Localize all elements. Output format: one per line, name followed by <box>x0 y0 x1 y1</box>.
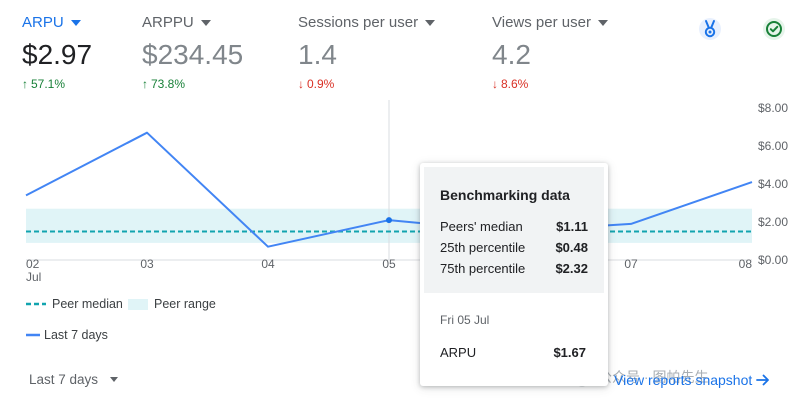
legend-last-7-days: Last 7 days <box>26 328 108 342</box>
date-range-label: Last 7 days <box>29 372 99 387</box>
benchmark-badge-icon[interactable] <box>698 17 722 41</box>
tooltip-row-value: $2.32 <box>555 261 588 276</box>
dashed-line-icon <box>26 302 46 306</box>
y-tick-label: $2.00 <box>758 215 788 229</box>
metric-arppu-change: ↑ 73.8% <box>142 77 243 91</box>
solid-line-icon <box>26 333 40 337</box>
benchmark-section: Benchmarking data Peers' median $1.11 25… <box>424 167 604 293</box>
chevron-down-icon <box>70 19 81 26</box>
metric-arppu-selector[interactable]: ARPPU <box>142 12 243 32</box>
x-tick-label: 04 <box>261 257 275 271</box>
metric-arpu[interactable]: ARPU $2.97 ↑ 57.1% <box>22 12 93 92</box>
chevron-down-icon <box>425 19 436 26</box>
tooltip-row: 25th percentile $0.48 <box>440 237 588 258</box>
tooltip-metric-row: ARPU $1.67 <box>440 345 586 360</box>
y-tick-label: $0.00 <box>758 253 788 267</box>
metric-arpu-selector[interactable]: ARPU <box>22 12 92 32</box>
metric-views-per-user[interactable]: Views per user 4.2 ↓ 8.6% <box>492 12 608 91</box>
legend-peer-median: Peer median <box>26 297 123 311</box>
arrow-down-icon: ↓ <box>492 77 498 91</box>
metric-arppu-label: ARPPU <box>142 13 194 31</box>
x-tick-label: 05 <box>382 257 396 271</box>
tooltip-row: 75th percentile $2.32 <box>440 258 588 279</box>
metric-views-value: 4.2 <box>492 39 531 70</box>
legend-peer-range-label: Peer range <box>154 297 216 311</box>
tooltip-row: Peers' median $1.11 <box>440 216 588 237</box>
metric-sessions-selector[interactable]: Sessions per user <box>298 12 436 32</box>
arrow-right-icon <box>756 374 770 386</box>
metric-arppu-change-value: 73.8% <box>151 77 186 91</box>
arpu-line-chart: $8.00$6.00$4.00$2.00$0.0002030405060708J… <box>25 100 788 284</box>
legend-last-7-days-label: Last 7 days <box>44 328 108 342</box>
x-tick-label: 08 <box>739 257 753 271</box>
chevron-down-icon <box>597 19 608 26</box>
metric-sessions-value: 1.4 <box>298 39 337 70</box>
y-tick-label: $8.00 <box>758 101 788 115</box>
tooltip-date: Fri 05 Jul <box>440 313 490 327</box>
metric-views-label: Views per user <box>492 13 591 31</box>
x-tick-label: 02 <box>26 257 40 271</box>
metric-arpu-label: ARPU <box>22 13 64 31</box>
date-range-dropdown[interactable]: Last 7 days <box>29 372 119 387</box>
metric-views-selector[interactable]: Views per user <box>492 12 608 32</box>
metric-sessions-change-value: 0.9% <box>307 77 335 91</box>
metric-arpu-value: $2.97 <box>22 39 93 70</box>
metric-arppu-value: $234.45 <box>142 39 244 70</box>
x-tick-label: 07 <box>624 257 638 271</box>
chevron-down-icon <box>110 377 119 382</box>
metric-sessions-per-user[interactable]: Sessions per user 1.4 ↓ 0.9% <box>298 12 436 91</box>
snapshot-link-label: View reports snapshot <box>614 372 753 388</box>
legend-peer-range: Peer range <box>128 297 216 311</box>
data-point-highlight <box>386 217 392 224</box>
legend-peer-median-label: Peer median <box>52 297 123 311</box>
x-tick-label: 03 <box>140 257 154 271</box>
arrow-up-icon: ↑ <box>142 77 148 91</box>
tooltip-row-value: $1.11 <box>556 219 588 234</box>
watermark-text: 公众号 · 图帕先生 <box>598 369 709 385</box>
metric-views-change-value: 8.6% <box>501 77 529 91</box>
tooltip-metric-value: $1.67 <box>553 345 586 360</box>
metric-sessions-label: Sessions per user <box>298 13 419 31</box>
x-tick-sublabel: Jul <box>26 270 41 284</box>
tooltip-metric-label: ARPU <box>440 345 477 360</box>
tooltip-row-label: 25th percentile <box>440 240 526 255</box>
y-tick-label: $4.00 <box>758 177 788 191</box>
peer-range-swatch-icon <box>128 298 148 310</box>
y-tick-label: $6.00 <box>758 139 788 153</box>
tooltip-row-value: $0.48 <box>555 240 588 255</box>
metric-sessions-change: ↓ 0.9% <box>298 77 435 91</box>
metric-arpu-change: ↑ 57.1% <box>22 77 92 91</box>
benchmark-title: Benchmarking data <box>440 187 570 203</box>
arrow-up-icon: ↑ <box>22 77 28 91</box>
arrow-down-icon: ↓ <box>298 77 304 91</box>
chevron-down-icon <box>200 19 211 26</box>
check-circle-icon[interactable] <box>762 17 786 41</box>
metric-arpu-change-value: 57.1% <box>31 77 66 91</box>
metric-views-change: ↓ 8.6% <box>492 77 608 91</box>
tooltip-row-label: Peers' median <box>440 219 523 234</box>
benchmark-tooltip: Benchmarking data Peers' median $1.11 25… <box>420 163 608 386</box>
metric-arppu[interactable]: ARPPU $234.45 ↑ 73.8% <box>142 12 244 92</box>
view-reports-snapshot-link[interactable]: View reports snapshot <box>614 372 770 388</box>
tooltip-row-label: 75th percentile <box>440 261 526 276</box>
